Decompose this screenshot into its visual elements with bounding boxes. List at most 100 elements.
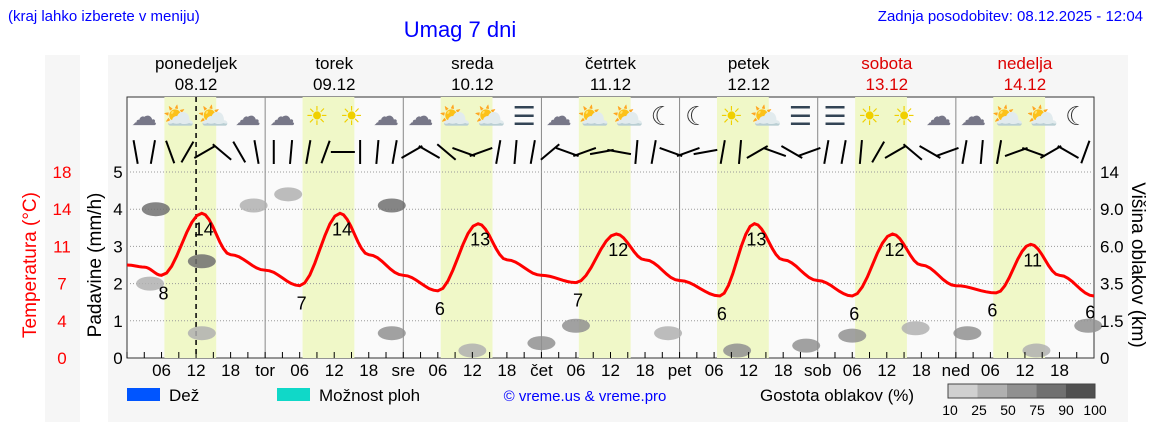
density-swatch bbox=[1065, 384, 1095, 398]
cloud-patch bbox=[458, 343, 487, 358]
hour-tick-label: 18 bbox=[774, 361, 793, 380]
day-date: 09.12 bbox=[313, 75, 356, 94]
wind-barb bbox=[1039, 145, 1062, 159]
cloud-patch bbox=[136, 276, 165, 291]
temp-tick-label: 7 bbox=[57, 275, 66, 294]
moon-fog-icon: ☰ bbox=[789, 101, 812, 131]
wind-barb bbox=[469, 146, 493, 158]
sun-icon: ☀ bbox=[892, 101, 915, 131]
density-level-label: 100 bbox=[1083, 402, 1107, 418]
wind-barb bbox=[495, 140, 502, 164]
day-name: ponedeljek bbox=[155, 54, 238, 73]
hour-tick-label: 18 bbox=[359, 361, 378, 380]
cloud-patch bbox=[561, 318, 590, 333]
temp-axis-label: Temperatura (°C) bbox=[20, 192, 41, 338]
sun-icon: ☀ bbox=[340, 101, 363, 131]
day-abbr-label: tor bbox=[255, 361, 275, 380]
daylight-band bbox=[855, 97, 907, 358]
wind-barb bbox=[634, 139, 639, 165]
hour-tick-label: 18 bbox=[912, 361, 931, 380]
temp-value-label: 12 bbox=[608, 240, 628, 260]
hour-tick-label: 12 bbox=[1015, 361, 1034, 380]
temp-value-label: 7 bbox=[573, 291, 583, 311]
day-date: 08.12 bbox=[175, 75, 218, 94]
cloud-patch bbox=[723, 343, 752, 358]
sun-cloud-icon: ⛅ bbox=[439, 101, 471, 131]
cloud-tick-label: 3.5 bbox=[1100, 275, 1124, 294]
density-swatch bbox=[1006, 384, 1037, 398]
wind-barb bbox=[529, 140, 536, 164]
cloud-patch bbox=[953, 326, 982, 341]
temp-value-label: 13 bbox=[470, 230, 490, 250]
wind-barb bbox=[797, 146, 821, 158]
day-date: 13.12 bbox=[866, 75, 909, 94]
showers-legend-swatch bbox=[277, 388, 310, 401]
density-swatch bbox=[948, 384, 978, 398]
cloud-tick-label: 9.0 bbox=[1100, 200, 1124, 219]
day-date: 10.12 bbox=[451, 75, 494, 94]
wind-barb bbox=[823, 140, 830, 164]
density-level-label: 10 bbox=[942, 402, 958, 418]
moon-cloud-icon: ☁ bbox=[960, 101, 986, 131]
day-name: torek bbox=[315, 54, 353, 73]
density-level-label: 50 bbox=[1000, 402, 1016, 418]
hour-tick-label: 12 bbox=[325, 361, 344, 380]
wind-barb bbox=[289, 139, 294, 165]
day-date: 11.12 bbox=[590, 75, 631, 94]
hour-tick-label: 12 bbox=[187, 361, 206, 380]
day-abbr-label: čet bbox=[530, 361, 553, 380]
cloud-patch bbox=[141, 202, 170, 217]
cloud-patch bbox=[187, 254, 216, 269]
cloud-patch bbox=[1074, 318, 1103, 333]
wind-barb bbox=[418, 145, 441, 159]
wind-barb bbox=[253, 140, 260, 164]
temp-value-label: 12 bbox=[885, 240, 905, 260]
hour-tick-label: 18 bbox=[636, 361, 655, 380]
cloud-tick-label: 1.5 bbox=[1100, 312, 1124, 331]
moon-icon: ☾ bbox=[685, 101, 708, 131]
credit-link[interactable]: © vreme.us & vreme.pro bbox=[504, 388, 667, 405]
cloud-patch bbox=[527, 336, 556, 351]
wind-barb bbox=[180, 141, 195, 163]
rain-legend-swatch bbox=[127, 388, 160, 401]
hour-tick-label: 06 bbox=[981, 361, 1000, 380]
temp-tick-label: 18 bbox=[53, 163, 72, 182]
sun-icon: ☀ bbox=[305, 101, 328, 131]
wind-barb bbox=[762, 146, 787, 158]
density-level-label: 25 bbox=[971, 402, 987, 418]
left-strip bbox=[45, 55, 80, 422]
cloud-patch bbox=[838, 328, 867, 343]
wind-barb bbox=[871, 141, 886, 163]
wind-barb bbox=[961, 140, 968, 164]
day-abbr-label: sob bbox=[804, 361, 831, 380]
wind-barb bbox=[858, 139, 863, 165]
day-abbr-label: sre bbox=[391, 361, 415, 380]
temp-value-label: 13 bbox=[746, 230, 766, 250]
temp-value-label: 6 bbox=[849, 304, 859, 324]
wind-barb bbox=[719, 140, 726, 164]
wind-barb bbox=[995, 140, 1003, 164]
density-level-label: 90 bbox=[1058, 402, 1074, 418]
day-name: sobota bbox=[861, 54, 913, 73]
moon-cloud-icon: ☁ bbox=[269, 101, 295, 131]
sun-cloud-icon: ⛅ bbox=[577, 101, 609, 131]
temp-tick-label: 11 bbox=[53, 237, 71, 256]
wind-barb bbox=[572, 146, 597, 158]
hour-tick-label: 06 bbox=[705, 361, 724, 380]
sun-icon: ☀ bbox=[858, 101, 881, 131]
day-name: sreda bbox=[451, 54, 494, 73]
wind-barb bbox=[1080, 140, 1091, 164]
location-hint[interactable]: (kraj lahko izberete v meniju) bbox=[8, 8, 200, 25]
hour-tick-label: 06 bbox=[428, 361, 447, 380]
sun-cloud-icon: ⛅ bbox=[612, 101, 644, 131]
hour-tick-label: 06 bbox=[843, 361, 862, 380]
page-title: Umag 7 dni bbox=[404, 17, 517, 42]
cloud-patch bbox=[1022, 343, 1051, 358]
cloud-patch bbox=[654, 326, 683, 341]
hour-tick-label: 12 bbox=[601, 361, 620, 380]
precip-tick-label: 3 bbox=[113, 237, 122, 256]
cloud-patch bbox=[792, 338, 821, 353]
sun-cloud-icon: ⛅ bbox=[197, 101, 229, 131]
moon-icon: ☾ bbox=[1065, 101, 1088, 131]
wind-barb bbox=[737, 139, 743, 165]
